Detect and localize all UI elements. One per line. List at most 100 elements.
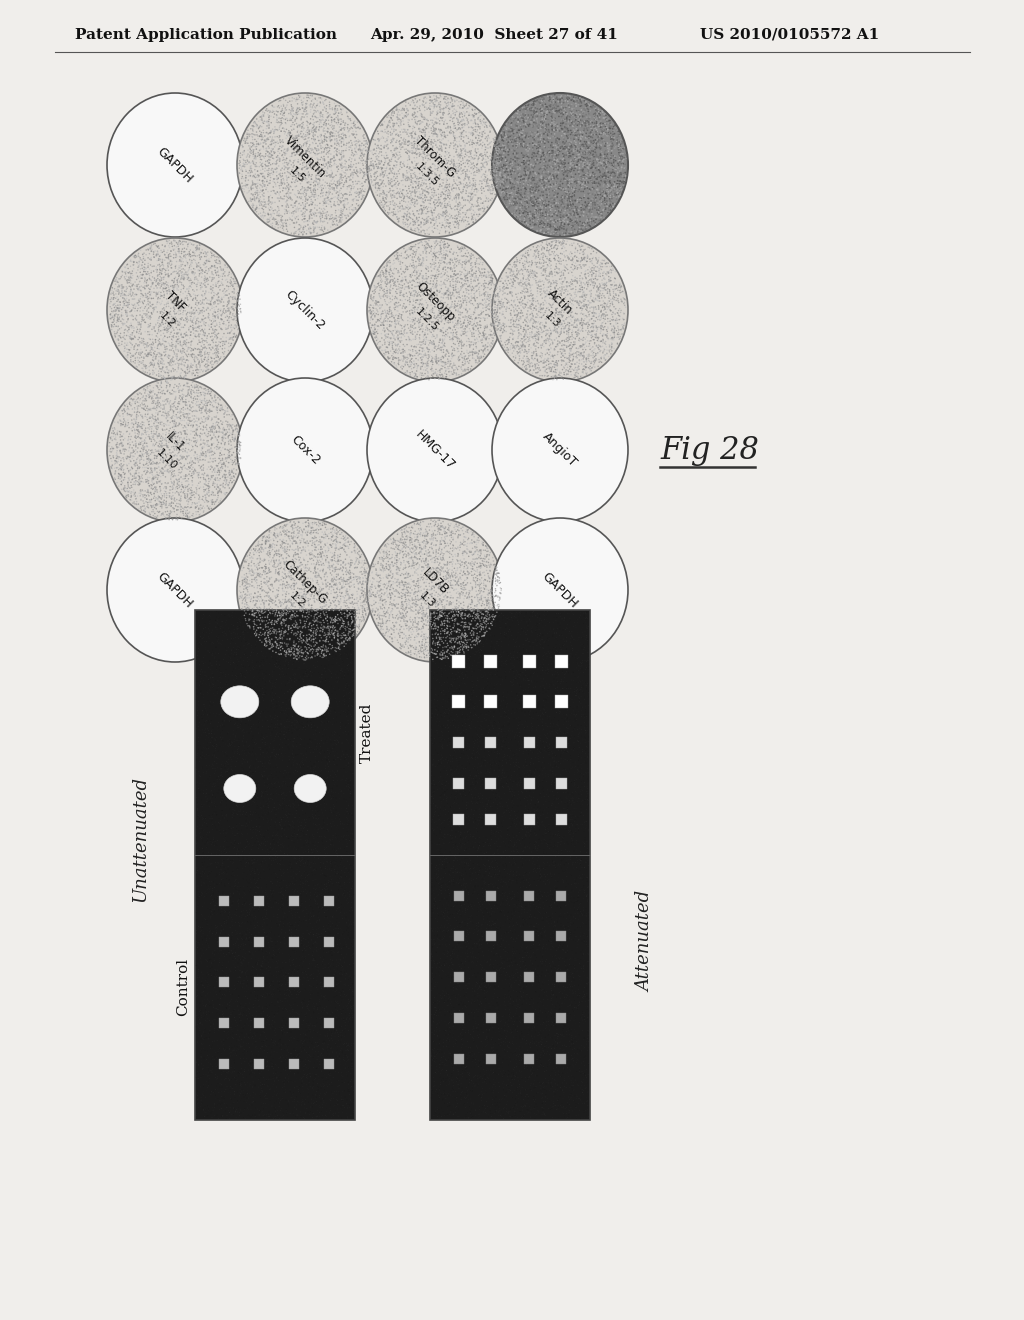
Point: [499, 900, 515, 921]
Point: [490, 165, 507, 186]
Point: [231, 157, 248, 178]
Point: [205, 277, 221, 298]
Point: [555, 671, 571, 692]
Point: [443, 87, 460, 108]
Point: [520, 108, 537, 129]
Point: [605, 315, 622, 337]
Point: [398, 589, 415, 610]
Point: [313, 1060, 330, 1081]
Point: [237, 1014, 253, 1035]
Point: [197, 261, 213, 282]
Point: [338, 974, 354, 995]
Point: [593, 123, 609, 144]
Point: [230, 639, 247, 660]
Point: [426, 981, 442, 1002]
Point: [476, 546, 493, 568]
Point: [255, 729, 271, 750]
Point: [257, 532, 273, 553]
Point: [254, 725, 270, 746]
Point: [216, 312, 232, 333]
Point: [333, 622, 349, 643]
Point: [438, 172, 455, 193]
Point: [319, 818, 336, 840]
Point: [455, 315, 471, 337]
Point: [170, 326, 186, 347]
Point: [271, 564, 288, 585]
Point: [543, 1045, 559, 1067]
Point: [328, 558, 344, 579]
Point: [445, 1015, 462, 1036]
Point: [332, 807, 348, 828]
Point: [444, 606, 461, 627]
Point: [495, 747, 511, 768]
Point: [179, 446, 196, 467]
Point: [287, 201, 303, 222]
Point: [512, 339, 528, 360]
Point: [446, 611, 463, 632]
Point: [246, 709, 262, 730]
Point: [443, 98, 460, 119]
Point: [324, 205, 340, 226]
Point: [436, 920, 453, 941]
Point: [263, 162, 280, 183]
Point: [190, 330, 207, 351]
Point: [449, 1086, 465, 1107]
Point: [204, 927, 220, 948]
Point: [237, 743, 253, 764]
Point: [140, 380, 157, 401]
Point: [282, 873, 298, 894]
Point: [452, 297, 468, 318]
Point: [305, 906, 322, 927]
Point: [231, 880, 248, 902]
Point: [406, 310, 422, 331]
Point: [270, 825, 287, 846]
Point: [591, 176, 607, 197]
Point: [543, 231, 559, 252]
Point: [516, 111, 532, 132]
Point: [554, 136, 570, 157]
Point: [406, 286, 422, 308]
Point: [430, 583, 446, 605]
Point: [233, 664, 250, 685]
Point: [187, 405, 204, 426]
Point: [245, 1028, 261, 1049]
Point: [196, 297, 212, 318]
Point: [375, 612, 391, 634]
Point: [388, 292, 404, 313]
Point: [419, 578, 435, 599]
Point: [191, 495, 208, 516]
Point: [469, 160, 485, 181]
Point: [461, 156, 477, 177]
Point: [233, 946, 250, 968]
Point: [137, 284, 154, 305]
Point: [512, 117, 528, 139]
Point: [178, 333, 195, 354]
Point: [455, 632, 471, 653]
Point: [310, 169, 327, 190]
Point: [493, 166, 509, 187]
Point: [567, 809, 584, 830]
Point: [267, 746, 284, 767]
Point: [294, 95, 310, 116]
Point: [315, 545, 332, 566]
Point: [390, 243, 407, 264]
Point: [123, 418, 139, 440]
Point: [583, 243, 599, 264]
Point: [528, 618, 545, 639]
Point: [217, 285, 233, 306]
Point: [330, 1092, 346, 1113]
Point: [574, 870, 591, 891]
Point: [288, 524, 304, 545]
Point: [541, 269, 557, 290]
Point: [123, 471, 139, 492]
Point: [381, 149, 397, 170]
Point: [472, 645, 488, 667]
Point: [336, 1053, 352, 1074]
Point: [401, 281, 418, 302]
Point: [217, 461, 233, 482]
Point: [540, 886, 556, 907]
Point: [255, 919, 271, 940]
Point: [261, 973, 278, 994]
Point: [535, 866, 551, 887]
Point: [497, 607, 513, 628]
